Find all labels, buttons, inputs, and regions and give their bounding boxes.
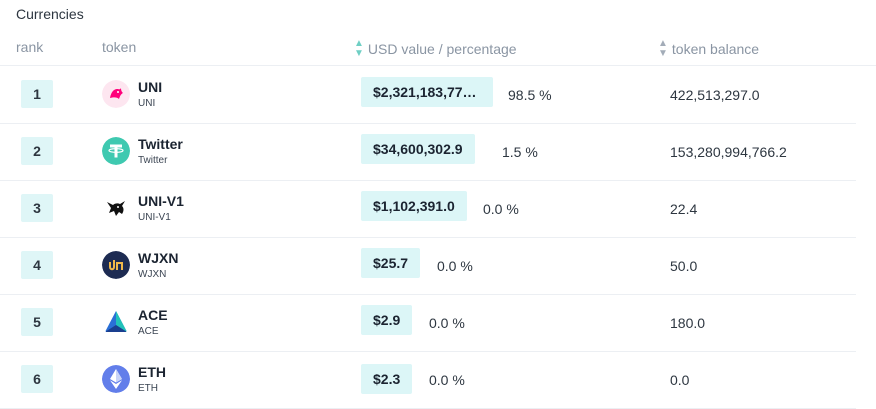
- column-header-balance[interactable]: ▲ ▼ token balance: [658, 39, 759, 59]
- uni-logo-icon: [102, 80, 130, 108]
- percentage: 98.5 %: [508, 87, 552, 103]
- token-name[interactable]: ETH: [138, 364, 166, 380]
- table-row[interactable]: 2 Twitter Twitter $34,600,302.9 1.5 % 15…: [0, 123, 856, 181]
- token-symbol: ETH: [138, 383, 158, 394]
- table-row[interactable]: 6 ETH ETH $2.3 0.0 % 0.0: [0, 351, 856, 409]
- header-divider: [0, 65, 876, 66]
- usd-value: $25.7: [361, 248, 421, 278]
- usd-value: $2.3: [361, 364, 413, 394]
- column-header-rank: rank: [16, 39, 44, 55]
- percentage: 0.0 %: [437, 258, 473, 274]
- token-name[interactable]: UNI: [138, 79, 163, 95]
- token-balance: 422,513,297.0: [670, 87, 760, 103]
- usd-value: $34,600,302.9: [361, 134, 475, 164]
- usd-value: $1,102,391.0: [361, 191, 467, 221]
- token-symbol: ACE: [138, 326, 159, 337]
- unicorn-v1-logo-icon: [102, 194, 130, 222]
- token-balance: 22.4: [670, 201, 698, 217]
- token-symbol: UNI: [138, 98, 156, 109]
- percentage: 1.5 %: [502, 144, 538, 160]
- table-row[interactable]: 5 ACE ACE $2.9 0.0 % 180.0: [0, 294, 856, 352]
- ace-logo-icon: [102, 308, 130, 336]
- token-name[interactable]: Twitter: [138, 136, 183, 152]
- token-symbol: WJXN: [138, 269, 167, 280]
- token-balance: 0.0: [670, 372, 690, 388]
- rank-badge: 4: [21, 251, 53, 279]
- wjxn-logo-icon: [102, 251, 130, 279]
- column-header-usd[interactable]: ▲ ▼ USD value / percentage: [354, 39, 517, 59]
- rank-badge: 2: [21, 137, 53, 165]
- token-balance: 180.0: [670, 315, 706, 331]
- eth-logo-icon: [102, 365, 130, 393]
- usd-value: $2,321,183,77…: [361, 77, 493, 107]
- column-header-token: token: [102, 39, 137, 55]
- table-row[interactable]: 4 WJXN WJXN $25.7 0.0 % 50.0: [0, 237, 856, 295]
- token-name[interactable]: UNI-V1: [138, 193, 184, 209]
- section-title: Currencies: [16, 6, 84, 22]
- sort-icon: ▲ ▼: [658, 38, 668, 59]
- rank-badge: 6: [21, 365, 53, 393]
- usd-value: $2.9: [361, 305, 413, 335]
- token-balance: 153,280,994,766.2: [670, 144, 787, 160]
- token-symbol: UNI-V1: [138, 212, 171, 223]
- token-name[interactable]: WJXN: [138, 250, 179, 266]
- percentage: 0.0 %: [429, 315, 465, 331]
- percentage: 0.0 %: [429, 372, 465, 388]
- tether-logo-icon: [102, 137, 130, 165]
- rank-badge: 5: [21, 308, 53, 336]
- rank-badge: 3: [21, 194, 53, 222]
- table-row[interactable]: 1 UNI UNI $2,321,183,77… 98.5 % 422,513,…: [0, 66, 856, 124]
- token-balance: 50.0: [670, 258, 698, 274]
- token-name[interactable]: ACE: [138, 307, 168, 323]
- sort-active-icon: ▲ ▼: [354, 38, 364, 59]
- column-header-balance-label: token balance: [671, 41, 760, 57]
- column-header-usd-label: USD value / percentage: [367, 41, 517, 57]
- table-row[interactable]: 3 UNI-V1 UNI-V1 $1,102,391.0 0.0 % 22.4: [0, 180, 856, 238]
- rank-badge: 1: [21, 80, 53, 108]
- token-symbol: Twitter: [138, 155, 168, 166]
- percentage: 0.0 %: [483, 201, 519, 217]
